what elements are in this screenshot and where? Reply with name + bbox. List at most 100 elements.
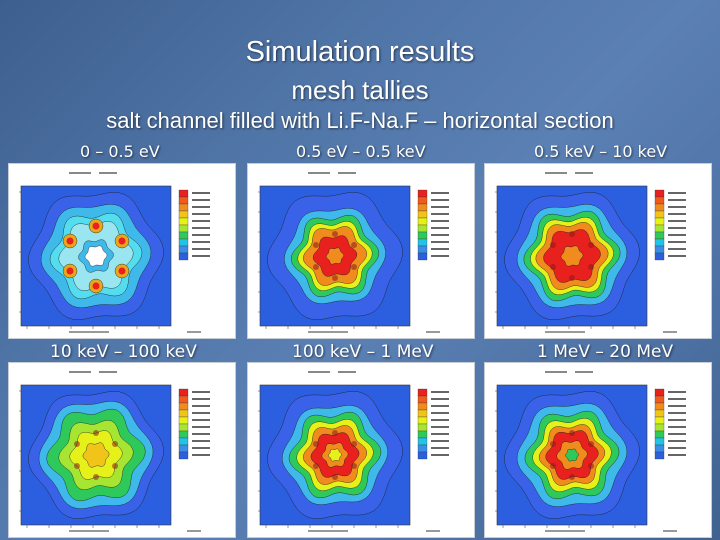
plot-header-mark xyxy=(69,371,91,373)
legend-swatch xyxy=(178,437,189,446)
lobe-mark xyxy=(93,474,99,480)
lobe-mark xyxy=(569,474,575,480)
plot-header-mark xyxy=(69,172,91,174)
legend-swatch xyxy=(654,203,665,212)
legend-value-mark xyxy=(668,419,686,421)
x-axis-caption-mark xyxy=(663,530,677,532)
legend-value-mark xyxy=(431,433,449,435)
legend-value-mark xyxy=(192,213,210,215)
legend-swatch xyxy=(178,402,189,411)
legend-swatch xyxy=(417,252,428,261)
legend-swatch xyxy=(178,416,189,425)
x-axis-caption-mark xyxy=(308,530,348,532)
legend-value-mark xyxy=(431,199,449,201)
legend-swatch xyxy=(417,189,428,198)
lobe-mark xyxy=(332,231,338,237)
legend-swatch xyxy=(417,409,428,418)
plot-header-mark xyxy=(575,371,593,373)
legend-swatch xyxy=(178,444,189,453)
legend-value-mark xyxy=(192,199,210,201)
legend-swatch xyxy=(178,210,189,219)
legend-value-mark xyxy=(668,241,686,243)
legend-value-mark xyxy=(668,255,686,257)
legend-value-mark xyxy=(431,440,449,442)
legend-value-mark xyxy=(431,454,449,456)
lobe-mark xyxy=(569,430,575,436)
legend-value-mark xyxy=(668,213,686,215)
contour-band xyxy=(325,247,345,265)
mesh-tally-plot-10kev-100kev xyxy=(8,362,236,538)
legend-swatch xyxy=(654,231,665,240)
legend-value-mark xyxy=(192,447,210,449)
legend-value-mark xyxy=(668,440,686,442)
legend-value-mark xyxy=(192,412,210,414)
lobe-mark xyxy=(549,264,556,270)
legend-value-mark xyxy=(668,405,686,407)
legend-value-mark xyxy=(668,234,686,236)
hot-lobe-core xyxy=(66,237,74,245)
contour-band xyxy=(82,442,110,468)
range-label-0.5ev-0.5kev: 0.5 eV – 0.5 keV xyxy=(296,142,426,161)
legend-value-mark xyxy=(668,199,686,201)
lobe-mark xyxy=(549,441,556,447)
legend-value-mark xyxy=(192,255,210,257)
legend-value-mark xyxy=(431,234,449,236)
range-label-0-0.5ev: 0 – 0.5 eV xyxy=(80,142,160,161)
x-axis-caption-mark xyxy=(426,331,440,333)
mesh-tally-plot-0.5ev-0.5kev xyxy=(247,163,475,339)
legend-value-mark xyxy=(668,426,686,428)
legend-swatch xyxy=(417,437,428,446)
plot-header-mark xyxy=(308,371,330,373)
legend-swatch xyxy=(654,409,665,418)
legend-swatch xyxy=(417,430,428,439)
legend-swatch xyxy=(417,395,428,404)
hot-lobe-core xyxy=(92,282,100,290)
x-axis-caption-mark xyxy=(426,530,440,532)
plot-header-mark xyxy=(99,371,117,373)
lobe-mark xyxy=(569,231,575,237)
legend-swatch xyxy=(417,444,428,453)
lobe-mark xyxy=(569,275,575,281)
lobe-mark xyxy=(332,474,338,480)
legend-swatch xyxy=(654,252,665,261)
legend-value-mark xyxy=(431,220,449,222)
legend-value-mark xyxy=(431,391,449,393)
mesh-tally-plot-100kev-1mev xyxy=(247,362,475,538)
legend-swatch xyxy=(178,224,189,233)
legend-swatch xyxy=(654,210,665,219)
contour-band xyxy=(84,245,108,267)
hot-lobe-core xyxy=(118,237,126,245)
legend-value-mark xyxy=(668,391,686,393)
legend-swatch xyxy=(178,430,189,439)
legend-swatch xyxy=(654,451,665,460)
lobe-mark xyxy=(588,463,595,469)
plot-header-mark xyxy=(545,172,567,174)
lobe-mark xyxy=(549,242,556,248)
x-axis-caption-mark xyxy=(69,331,109,333)
range-label-1mev-20mev: 1 MeV – 20 MeV xyxy=(537,342,674,362)
plot-header-mark xyxy=(338,371,356,373)
legend-swatch xyxy=(178,238,189,247)
legend-value-mark xyxy=(668,192,686,194)
legend-swatch xyxy=(417,224,428,233)
legend-swatch xyxy=(417,402,428,411)
legend-value-mark xyxy=(668,412,686,414)
x-axis-caption-mark xyxy=(545,530,585,532)
legend-swatch xyxy=(417,196,428,205)
lobe-mark xyxy=(312,264,319,270)
lobe-mark xyxy=(588,242,595,248)
lobe-mark xyxy=(112,441,119,447)
range-label-10kev-100kev: 10 keV – 100 keV xyxy=(50,342,197,362)
legend-swatch xyxy=(654,238,665,247)
plot-header-mark xyxy=(575,172,593,174)
legend-value-mark xyxy=(668,220,686,222)
legend-swatch xyxy=(178,409,189,418)
legend-swatch xyxy=(417,423,428,432)
legend-swatch xyxy=(654,388,665,397)
slide-caption: salt channel filled with Li.F-Na.F – hor… xyxy=(106,108,614,133)
lobe-mark xyxy=(332,430,338,436)
legend-swatch xyxy=(417,217,428,226)
legend-value-mark xyxy=(431,405,449,407)
mesh-tally-plot-0-0.5ev xyxy=(8,163,236,339)
legend-swatch xyxy=(654,245,665,254)
